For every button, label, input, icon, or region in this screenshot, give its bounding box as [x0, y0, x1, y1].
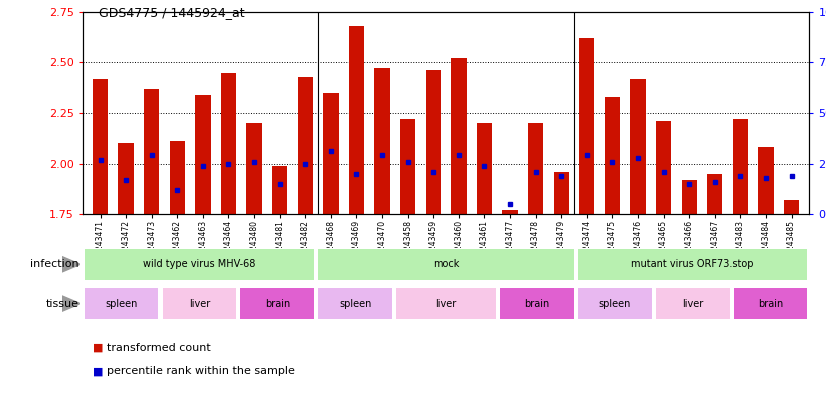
- Text: mock: mock: [433, 259, 459, 269]
- Bar: [681, 180, 697, 214]
- Bar: [784, 200, 800, 214]
- Text: ■: ■: [93, 366, 104, 376]
- Bar: [707, 174, 723, 214]
- Bar: [221, 72, 236, 214]
- Bar: [605, 97, 620, 214]
- Bar: [323, 93, 339, 214]
- Text: transformed count: transformed count: [107, 343, 211, 353]
- Bar: [246, 123, 262, 214]
- Bar: [144, 89, 159, 214]
- Bar: [93, 79, 108, 214]
- Text: percentile rank within the sample: percentile rank within the sample: [107, 366, 295, 376]
- Text: brain: brain: [758, 299, 783, 309]
- Bar: [85, 288, 159, 319]
- Text: spleen: spleen: [599, 299, 631, 309]
- Bar: [396, 288, 496, 319]
- Text: infection: infection: [30, 259, 78, 269]
- Text: liver: liver: [189, 299, 210, 309]
- Bar: [477, 123, 492, 214]
- Text: tissue: tissue: [45, 299, 78, 309]
- Bar: [163, 288, 236, 319]
- Bar: [656, 288, 729, 319]
- Bar: [272, 165, 287, 214]
- Bar: [579, 38, 595, 214]
- Bar: [318, 249, 574, 280]
- Text: liver: liver: [435, 299, 457, 309]
- Text: spleen: spleen: [339, 299, 372, 309]
- Bar: [733, 119, 748, 214]
- Text: GDS4775 / 1445924_at: GDS4775 / 1445924_at: [99, 6, 244, 19]
- Text: brain: brain: [264, 299, 290, 309]
- Bar: [553, 172, 569, 214]
- Bar: [169, 141, 185, 214]
- Text: ■: ■: [93, 343, 104, 353]
- Bar: [656, 121, 672, 214]
- Bar: [240, 288, 314, 319]
- Text: brain: brain: [525, 299, 549, 309]
- Bar: [374, 68, 390, 214]
- Bar: [425, 70, 441, 214]
- Polygon shape: [62, 296, 80, 311]
- Bar: [318, 288, 392, 319]
- Bar: [500, 288, 574, 319]
- Text: spleen: spleen: [106, 299, 138, 309]
- Bar: [733, 288, 807, 319]
- Bar: [297, 77, 313, 214]
- Bar: [758, 147, 774, 214]
- Text: mutant virus ORF73.stop: mutant virus ORF73.stop: [631, 259, 754, 269]
- Bar: [349, 26, 364, 214]
- Bar: [630, 79, 646, 214]
- Polygon shape: [62, 257, 80, 272]
- Bar: [578, 288, 652, 319]
- Bar: [400, 119, 415, 214]
- Bar: [118, 143, 134, 214]
- Bar: [578, 249, 807, 280]
- Bar: [85, 249, 314, 280]
- Bar: [195, 95, 211, 214]
- Bar: [528, 123, 544, 214]
- Text: liver: liver: [682, 299, 703, 309]
- Bar: [502, 210, 518, 214]
- Bar: [451, 58, 467, 214]
- Text: wild type virus MHV-68: wild type virus MHV-68: [143, 259, 255, 269]
